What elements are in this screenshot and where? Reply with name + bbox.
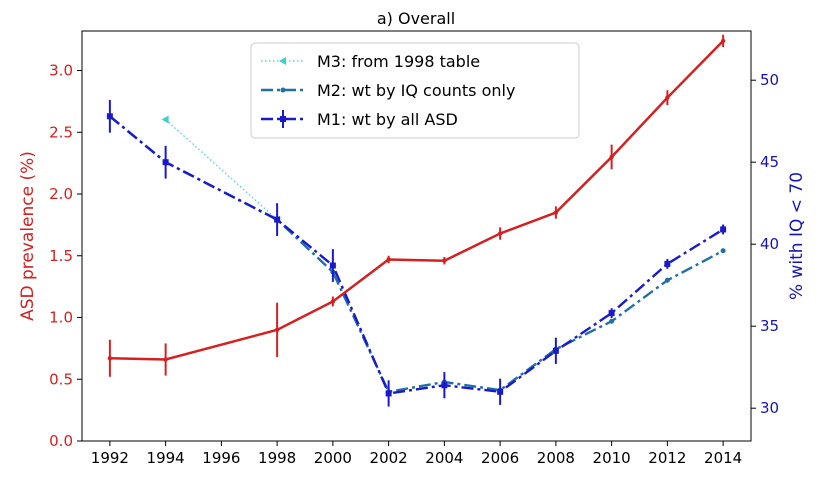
data-point bbox=[106, 113, 113, 120]
left-tick-label: 1.0 bbox=[49, 309, 73, 327]
data-point bbox=[720, 38, 726, 44]
series-line-1 bbox=[165, 119, 278, 221]
right-y-axis-label: % with IQ < 70 bbox=[787, 172, 807, 300]
data-point bbox=[441, 382, 448, 389]
legend-label: M3: from 1998 table bbox=[317, 52, 480, 71]
data-point bbox=[163, 357, 168, 362]
x-tick-label: 2012 bbox=[648, 449, 686, 467]
data-point bbox=[720, 248, 726, 254]
right-tick-label: 30 bbox=[760, 399, 779, 417]
data-point bbox=[497, 231, 503, 236]
data-point bbox=[552, 347, 559, 354]
legend-label: M1: wt by all ASD bbox=[317, 110, 458, 129]
data-point bbox=[553, 210, 559, 215]
right-tick-label: 35 bbox=[760, 317, 779, 335]
left-tick-label: 3.0 bbox=[49, 62, 73, 80]
data-point bbox=[609, 154, 614, 160]
left-y-axis-label: ASD prevalence (%) bbox=[18, 151, 38, 321]
legend-box bbox=[250, 42, 580, 139]
x-axis: 1992 1994 1996 1998 2000 2002 2004 2006 2008 2010… bbox=[91, 441, 742, 467]
legend-label: M2: wt by IQ counts only bbox=[317, 81, 515, 100]
data-point bbox=[664, 260, 671, 267]
data-point bbox=[162, 159, 169, 166]
chart-title: a) Overall bbox=[377, 9, 455, 28]
data-point bbox=[274, 327, 280, 333]
right-y-axis: 30 35 40 45 50 bbox=[751, 71, 779, 417]
x-tick-label: 1996 bbox=[202, 449, 240, 467]
right-tick-label: 50 bbox=[760, 71, 779, 89]
left-y-axis: 0.0 0.5 1.0 1.5 2.0 2.5 3.0 bbox=[49, 62, 82, 450]
left-tick-label: 2.5 bbox=[49, 123, 73, 141]
x-tick-label: 2006 bbox=[481, 449, 519, 467]
data-point bbox=[385, 390, 392, 397]
data-point bbox=[330, 299, 336, 304]
legend-swatch-marker bbox=[280, 116, 286, 122]
legend: M3: from 1998 table M2: wt by IQ counts o… bbox=[250, 42, 580, 139]
legend-swatch-marker bbox=[279, 57, 286, 65]
series-line-3 bbox=[109, 115, 724, 395]
x-tick-label: 2008 bbox=[537, 449, 575, 467]
data-point bbox=[608, 310, 615, 317]
data-point bbox=[497, 388, 504, 395]
right-tick-label: 45 bbox=[760, 153, 779, 171]
legend-swatch-marker bbox=[280, 87, 286, 93]
plot-frame bbox=[81, 30, 752, 442]
series-layer bbox=[106, 34, 727, 407]
series-2 bbox=[107, 113, 726, 395]
data-point bbox=[329, 262, 336, 269]
data-point bbox=[609, 318, 615, 324]
data-point bbox=[442, 258, 447, 263]
x-tick-label: 2014 bbox=[704, 449, 742, 467]
data-point bbox=[664, 277, 670, 283]
data-point bbox=[161, 115, 169, 124]
x-tick-label: 2004 bbox=[425, 449, 463, 467]
series-3 bbox=[106, 99, 727, 407]
left-tick-label: 1.5 bbox=[49, 247, 73, 265]
data-point bbox=[720, 226, 727, 233]
x-tick-label: 1998 bbox=[258, 449, 296, 467]
x-tick-label: 1992 bbox=[91, 449, 129, 467]
left-tick-label: 0.5 bbox=[49, 370, 73, 388]
data-point bbox=[665, 95, 670, 100]
x-tick-label: 1994 bbox=[147, 449, 185, 467]
right-tick-label: 40 bbox=[760, 235, 779, 253]
data-point bbox=[386, 257, 391, 262]
left-tick-label: 0.0 bbox=[49, 432, 73, 450]
x-tick-label: 2002 bbox=[370, 449, 408, 467]
data-point bbox=[107, 356, 113, 361]
x-tick-label: 2010 bbox=[593, 449, 631, 467]
data-point bbox=[274, 216, 281, 223]
series-0 bbox=[107, 34, 726, 377]
left-tick-label: 2.0 bbox=[49, 185, 73, 203]
x-tick-label: 2000 bbox=[314, 449, 352, 467]
